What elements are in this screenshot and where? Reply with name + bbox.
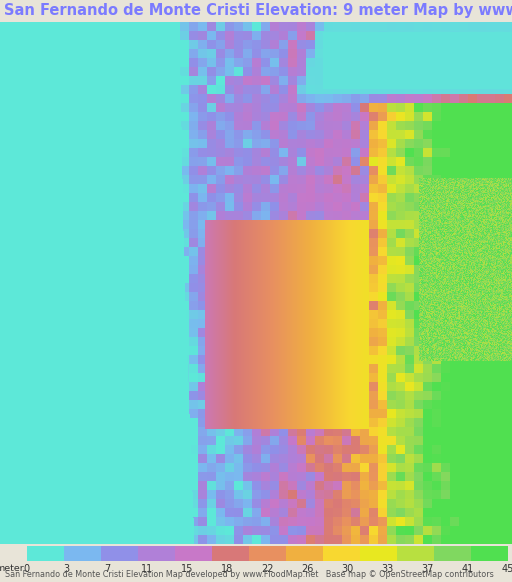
Text: 33: 33 — [381, 564, 394, 574]
Text: 30: 30 — [342, 564, 354, 574]
Bar — [138, 546, 175, 561]
Bar — [397, 546, 434, 561]
Text: San Fernando de Monte Cristi Elevation Map developed by www.FloodMap.net   Base : San Fernando de Monte Cristi Elevation M… — [5, 570, 494, 579]
Text: 26: 26 — [301, 564, 313, 574]
Text: meter: meter — [0, 564, 24, 573]
Bar — [434, 546, 471, 561]
Text: 37: 37 — [421, 564, 434, 574]
Bar — [471, 546, 508, 561]
Text: 3: 3 — [63, 564, 70, 574]
Bar — [286, 546, 323, 561]
Text: 45: 45 — [502, 564, 512, 574]
Bar — [63, 546, 101, 561]
Text: 22: 22 — [261, 564, 273, 574]
Bar — [360, 546, 397, 561]
Text: 0: 0 — [24, 564, 30, 574]
Bar — [27, 546, 63, 561]
Text: 7: 7 — [104, 564, 110, 574]
Bar — [175, 546, 212, 561]
Text: 15: 15 — [181, 564, 193, 574]
Text: 41: 41 — [462, 564, 474, 574]
Bar — [323, 546, 360, 561]
Bar — [212, 546, 249, 561]
Text: 11: 11 — [141, 564, 153, 574]
Bar — [249, 546, 286, 561]
Text: San Fernando de Monte Cristi Elevation: 9 meter Map by www.FloodMap.net (b: San Fernando de Monte Cristi Elevation: … — [4, 3, 512, 19]
Bar — [101, 546, 138, 561]
Text: 18: 18 — [221, 564, 233, 574]
